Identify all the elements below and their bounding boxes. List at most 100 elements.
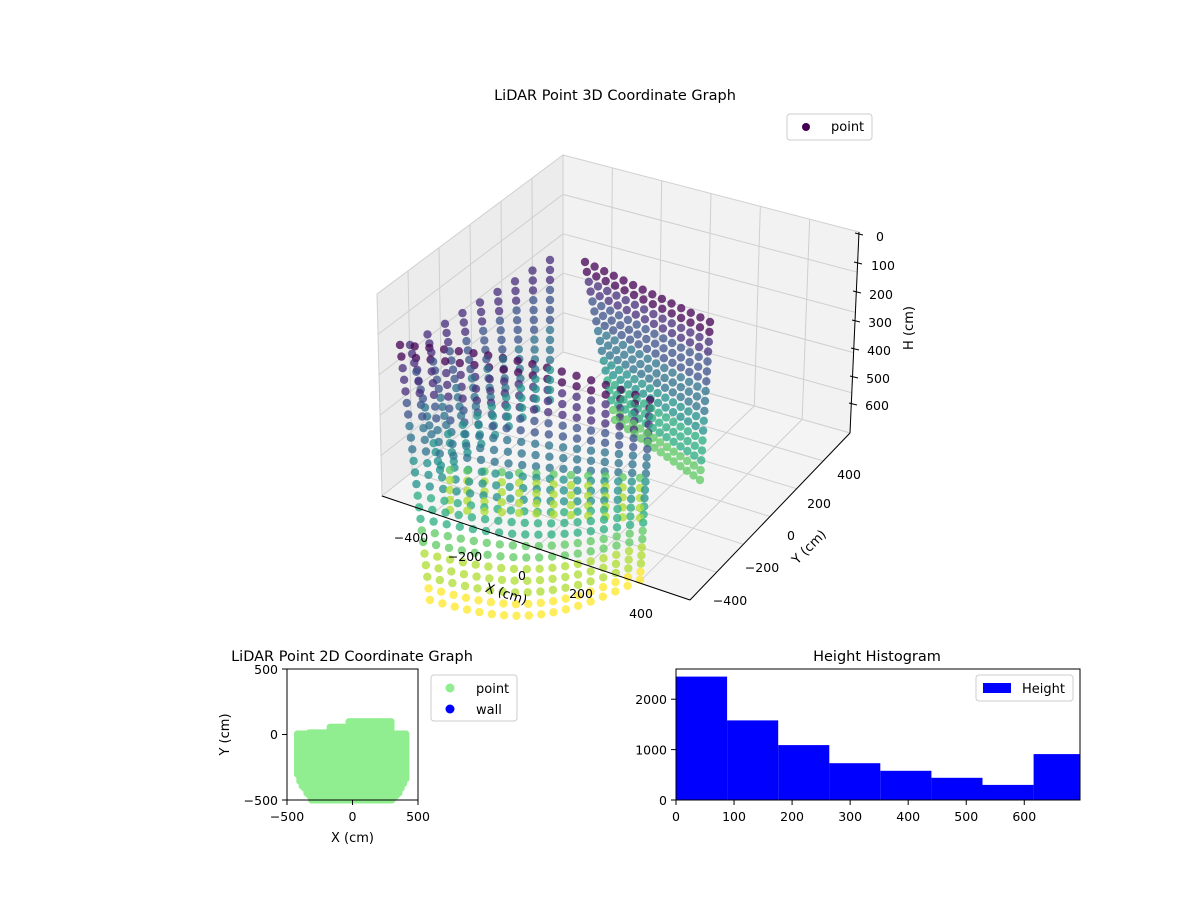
point-3d-marker: [487, 609, 496, 619]
point-3d-marker: [676, 343, 686, 352]
histogram-bar: [829, 763, 881, 800]
point-3d-marker: [421, 447, 431, 456]
point-3d-marker: [586, 587, 595, 596]
legend-box: [786, 113, 873, 141]
point-3d-marker: [587, 376, 596, 385]
point-3d-marker: [467, 374, 477, 383]
point-3d-marker: [494, 297, 503, 306]
point-3d-marker: [535, 564, 544, 573]
point-3d-marker: [586, 537, 595, 546]
point-3d-marker: [445, 555, 455, 564]
x-tick-label: 200: [780, 809, 804, 824]
point-3d-marker: [523, 588, 532, 597]
point-3d-marker: [559, 464, 568, 474]
point-3d-marker: [586, 456, 596, 465]
point-3d-marker: [667, 309, 676, 318]
point-3d-marker: [547, 530, 556, 539]
point-3d-marker: [566, 470, 576, 480]
grid-line: [377, 194, 564, 335]
point-3d-marker: [586, 396, 596, 405]
point-3d-marker: [545, 375, 555, 385]
point-3d-marker: [425, 595, 435, 605]
point-3d-marker: [480, 336, 489, 345]
point-3d-marker: [637, 434, 646, 443]
point-3d-marker: [602, 331, 611, 340]
point-3d-marker: [628, 280, 638, 290]
point-3d-marker: [404, 410, 413, 419]
point-3d-marker: [517, 403, 527, 412]
point-3d-marker: [420, 435, 429, 445]
y-tick-label: 0: [270, 727, 278, 742]
point-3d-marker: [454, 510, 463, 520]
x-tick-label: 500: [954, 809, 978, 824]
plot-2d-title: LiDAR Point 2D Coordinate Graph: [231, 649, 473, 665]
point-3d-marker: [608, 405, 618, 415]
point-3d-marker: [509, 564, 519, 574]
point-3d-marker: [566, 480, 576, 490]
point-3d-marker: [514, 498, 524, 508]
point-3d-marker: [682, 466, 692, 475]
y-tick-label: 0: [659, 793, 667, 808]
point-3d-marker: [452, 487, 461, 496]
point-3d-marker: [488, 411, 498, 421]
point-3d-marker: [514, 345, 523, 354]
point-3d-marker: [533, 519, 543, 528]
point-3d-marker: [498, 354, 508, 364]
z-tick: [851, 319, 861, 323]
point-3d-marker: [630, 300, 640, 309]
point-3d-marker: [628, 355, 637, 364]
point-3d-marker: [435, 575, 444, 585]
point-3d-marker: [641, 325, 650, 334]
point-3d-marker: [613, 495, 622, 504]
point-3d-marker: [662, 442, 672, 452]
grid-line: [753, 206, 761, 407]
point-3d-marker: [601, 409, 610, 419]
point-3d-marker: [517, 437, 526, 447]
point-3d-marker: [691, 431, 700, 441]
grid-line: [658, 180, 663, 380]
point-3d-marker: [612, 346, 621, 355]
point-3d-marker: [662, 433, 671, 442]
point-3d-marker: [668, 408, 678, 417]
point-3d-marker: [614, 440, 624, 450]
point-3d-marker: [683, 446, 692, 456]
point-3d-marker: [528, 286, 538, 295]
point-3d-marker: [496, 552, 505, 561]
point-3d-marker: [656, 448, 665, 457]
point-3d-marker: [686, 308, 695, 317]
point-3d-marker: [610, 281, 620, 290]
point-3d-marker: [462, 605, 472, 614]
point-3d-marker: [423, 459, 432, 468]
point-3d-marker: [448, 578, 457, 588]
point-3d-marker: [639, 518, 648, 527]
point-3d-marker: [513, 356, 522, 366]
point-3d-marker: [698, 426, 708, 435]
legend-label-wall: wall: [476, 703, 502, 718]
point-3d-marker: [658, 304, 667, 313]
point-3d-marker: [502, 424, 511, 433]
point-3d-marker: [545, 325, 555, 335]
point-3d-marker: [545, 355, 555, 365]
point-3d-marker: [608, 371, 618, 380]
point-3d-marker: [534, 530, 543, 539]
point-3d-marker: [517, 393, 526, 403]
point-3d-marker: [639, 399, 649, 408]
point-3d-marker: [488, 422, 497, 431]
point-3d-marker: [692, 392, 702, 401]
point-3d-marker: [463, 466, 472, 475]
z-tick-label: 500: [866, 371, 890, 386]
point-3d-marker: [612, 523, 622, 532]
point-3d-marker: [653, 398, 663, 408]
point-3d-marker: [694, 342, 704, 352]
point-3d-marker: [598, 592, 608, 601]
point-3d-marker: [628, 460, 637, 469]
point-3d-marker: [597, 301, 606, 311]
point-3d-marker: [573, 570, 583, 579]
point-3d-marker: [628, 451, 638, 460]
point-3d-marker: [592, 272, 601, 281]
point-3d-marker: [454, 347, 463, 356]
point-3d-marker: [435, 449, 444, 458]
point-3d-marker: [702, 367, 712, 376]
point-3d-marker: [453, 499, 462, 508]
point-3d-marker: [697, 456, 706, 465]
